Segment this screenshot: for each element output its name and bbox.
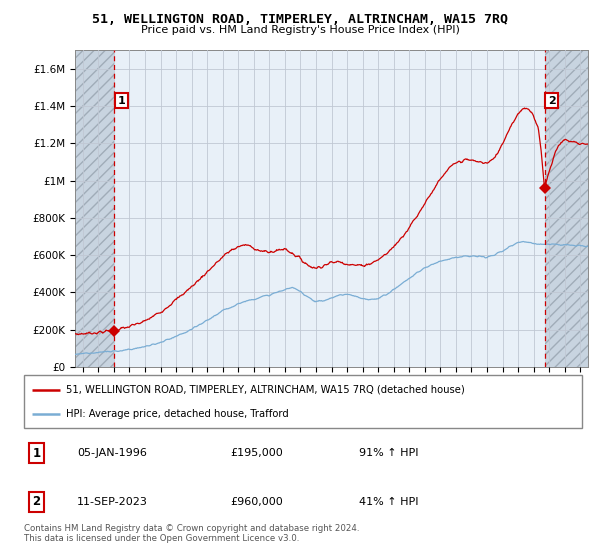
Text: 51, WELLINGTON ROAD, TIMPERLEY, ALTRINCHAM, WA15 7RQ (detached house): 51, WELLINGTON ROAD, TIMPERLEY, ALTRINCH… [66, 385, 464, 395]
Text: 1: 1 [117, 96, 125, 106]
Text: Price paid vs. HM Land Registry's House Price Index (HPI): Price paid vs. HM Land Registry's House … [140, 25, 460, 35]
Text: 51, WELLINGTON ROAD, TIMPERLEY, ALTRINCHAM, WA15 7RQ: 51, WELLINGTON ROAD, TIMPERLEY, ALTRINCH… [92, 13, 508, 26]
Text: 11-SEP-2023: 11-SEP-2023 [77, 497, 148, 507]
Text: £195,000: £195,000 [230, 448, 283, 458]
Text: 2: 2 [548, 96, 556, 106]
Bar [75, 50, 114, 367]
Text: 41% ↑ HPI: 41% ↑ HPI [359, 497, 418, 507]
Text: Contains HM Land Registry data © Crown copyright and database right 2024.
This d: Contains HM Land Registry data © Crown c… [24, 524, 359, 543]
FancyBboxPatch shape [24, 375, 582, 428]
Text: 2: 2 [32, 495, 40, 508]
Text: £960,000: £960,000 [230, 497, 283, 507]
Text: 05-JAN-1996: 05-JAN-1996 [77, 448, 147, 458]
Text: 91% ↑ HPI: 91% ↑ HPI [359, 448, 418, 458]
Text: HPI: Average price, detached house, Trafford: HPI: Average price, detached house, Traf… [66, 409, 289, 419]
Bar [545, 50, 588, 367]
Bar [75, 50, 114, 367]
Text: 1: 1 [32, 446, 40, 460]
